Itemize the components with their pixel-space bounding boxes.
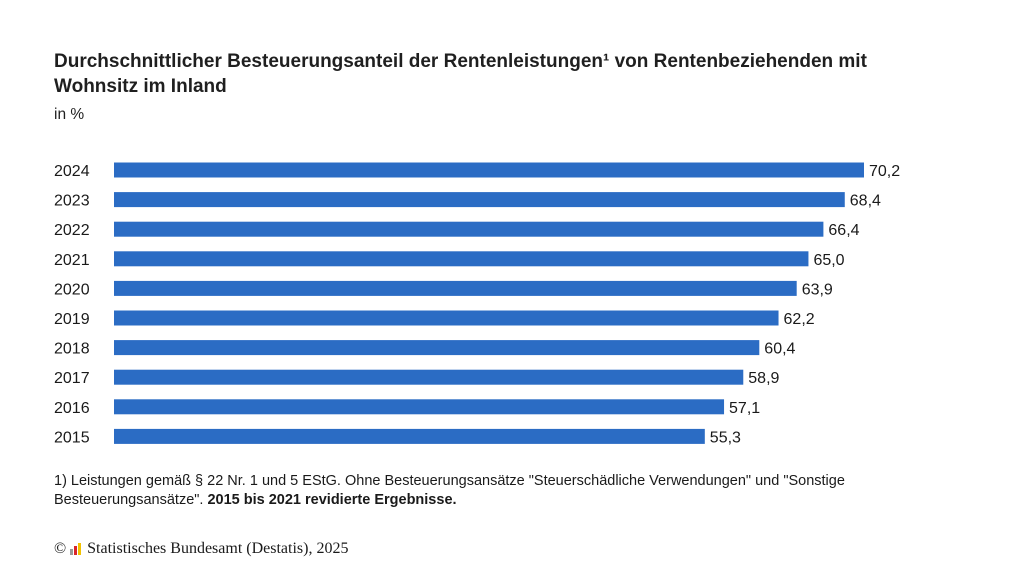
source-text: Statistisches Bundesamt (Destatis), 2025 [87,540,349,557]
category-label: 2024 [54,163,90,180]
bar [114,221,824,237]
bar [114,162,864,178]
value-label: 57,1 [729,400,760,417]
footnote-text: 1) Leistungen gemäß § 22 Nr. 1 und 5 ESt… [54,473,845,508]
category-label: 2017 [54,370,90,387]
bar [114,340,760,356]
bar [114,280,797,296]
value-label: 70,2 [869,163,900,180]
value-label: 66,4 [828,222,859,239]
category-label: 2019 [54,311,90,328]
bar [114,369,744,385]
bar-row-2023: 2023 68,4 [54,192,881,210]
value-label: 58,9 [748,370,779,387]
bar-row-2016: 2016 57,1 [54,399,760,417]
value-label: 60,4 [764,341,795,358]
category-label: 2020 [54,281,90,298]
category-label: 2021 [54,252,90,269]
category-label: 2018 [54,341,90,358]
source-line: © Statistisches Bundesamt (Destatis), 20… [54,540,348,558]
bar-row-2024: 2024 70,2 [54,162,900,180]
chart-title: Durchschnittlicher Besteuerungsanteil de… [54,51,867,97]
bar [114,399,725,415]
bar [114,428,705,444]
value-label: 62,2 [784,311,815,328]
category-label: 2016 [54,400,90,417]
category-label: 2022 [54,222,90,239]
bar-row-2020: 2020 63,9 [54,280,833,298]
bar-chart: 2024 70,2 2023 68,4 2022 66,4 2021 65,0 2020 63,9… [54,162,900,446]
destatis-logo-icon [70,543,82,555]
bar [114,310,779,326]
bar-row-2021: 2021 65,0 [54,251,845,269]
category-label: 2023 [54,193,90,210]
footnote: 1) Leistungen gemäß § 22 Nr. 1 und 5 ESt… [54,472,934,510]
bar [114,251,809,267]
footnote-bold: 2015 bis 2021 revidierte Ergebnisse. [207,492,457,508]
bar-row-2018: 2018 60,4 [54,340,796,358]
value-label: 68,4 [850,193,881,210]
bar-row-2022: 2022 66,4 [54,221,860,239]
value-label: 65,0 [813,252,844,269]
value-label: 55,3 [710,429,741,446]
bar-row-2017: 2017 58,9 [54,369,780,387]
copyright-symbol: © [54,540,67,557]
bar [114,192,845,208]
value-label: 63,9 [802,281,833,298]
bar-row-2019: 2019 62,2 [54,310,815,328]
chart-subtitle: in % [54,106,85,123]
category-label: 2015 [54,429,90,446]
bar-row-2015: 2015 55,3 [54,428,741,446]
